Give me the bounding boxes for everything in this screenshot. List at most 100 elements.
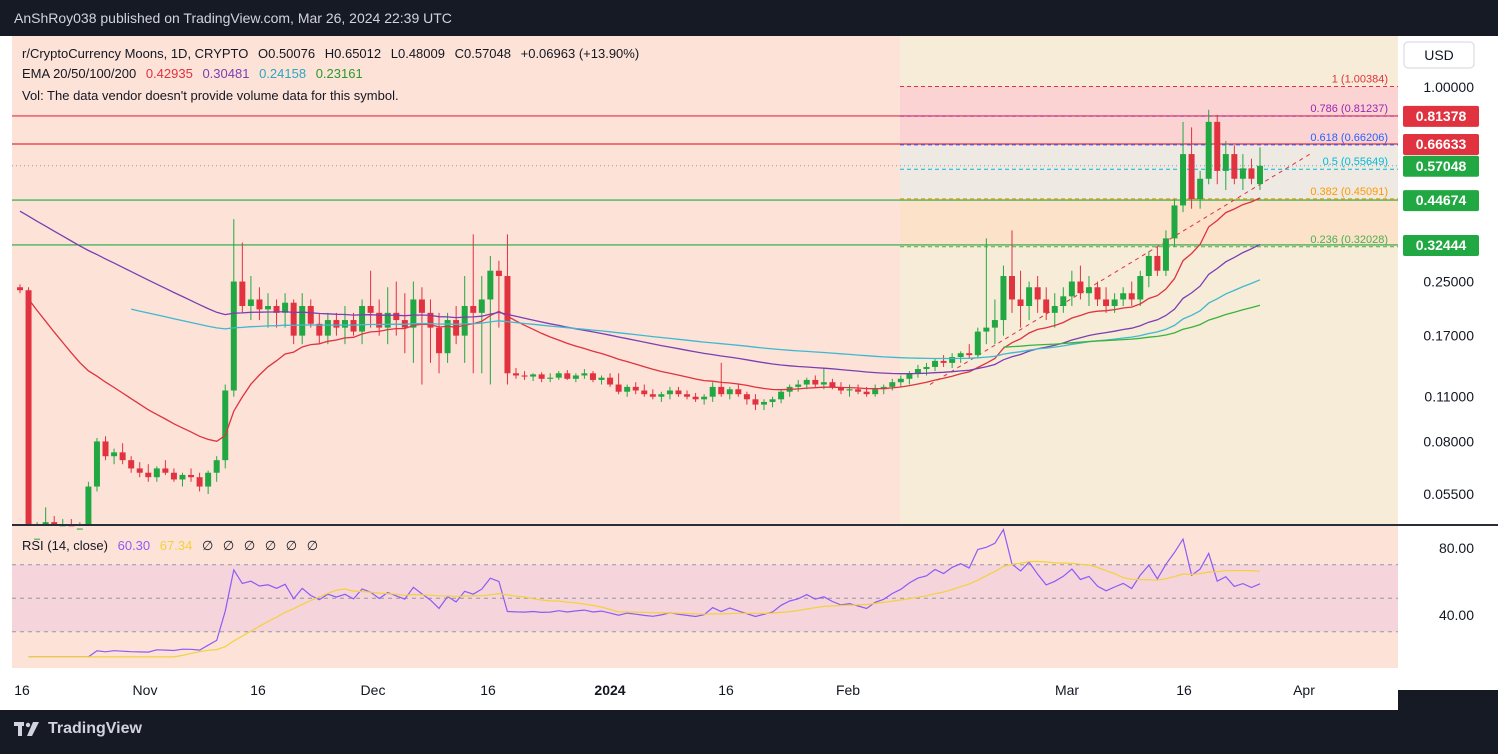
fib-level-label: 0.382 (0.45091) [1310,186,1388,198]
candle-body [247,299,254,306]
candle-body [1239,168,1246,179]
candle-body [829,382,836,387]
candle-body [1077,281,1084,294]
candle-body [615,384,622,392]
candle-body [1068,281,1075,297]
candle-body [1085,287,1092,294]
fib-level-label: 0.5 (0.55649) [1323,156,1388,168]
candle-body [906,373,913,379]
candle-body [701,396,708,400]
ema200-line [1003,304,1261,348]
ohlc-change: +0.06963 (+13.90%) [520,46,640,61]
ohlc-low: L0.48009 [390,46,445,61]
candle-body [658,394,665,397]
candle-body [1103,299,1110,306]
candle-body [153,468,160,478]
candle-body [128,460,135,469]
candle-body [427,312,434,328]
candle-body [923,366,930,370]
candle-body [1060,296,1067,306]
candle-body [51,522,58,524]
candle-body [341,320,348,328]
candle-body [1051,305,1058,313]
fib-zone-mid [900,144,1398,199]
price-badge-label: 0.32444 [1416,237,1467,253]
candle-body [572,375,579,379]
candle-body [273,305,280,313]
symbol-name[interactable]: r/CryptoCurrency Moons, 1D, CRYPTO [22,46,249,61]
ema-label[interactable]: EMA 20/50/100/200 [22,66,137,81]
rsi-extra: ∅ [222,538,235,553]
rsi-label[interactable]: RSI (14, close) [22,538,108,553]
candle-body [589,373,596,380]
ema200-value: 0.23161 [315,66,363,81]
candle-body [504,276,511,374]
candle-body [513,373,519,376]
candle-body [949,357,956,363]
volume-text: Vol: The data vendor doesn't provide vol… [22,88,399,103]
candle-body [1162,238,1169,271]
brand[interactable]: TradingView [14,720,142,738]
candle-body [1188,154,1195,200]
currency-label: USD [1424,47,1454,63]
candle-body [940,360,947,363]
ema100-value: 0.24158 [259,66,307,81]
candle-body [256,299,263,310]
time-tick-label: Dec [361,682,386,698]
candle-body [1171,205,1178,239]
fib-zone-lower [900,198,1398,247]
price-badge [1403,190,1479,212]
candle-body [538,374,545,379]
time-tick-label: Nov [133,682,158,698]
candle-body [170,472,177,480]
ema100-line [131,279,1261,360]
candle-body [436,327,443,354]
price-tick-label: 0.17000 [1423,328,1474,344]
candle-body [564,373,571,379]
candle-body [307,305,314,324]
candle-body [1026,287,1033,306]
candle-body [1231,154,1238,179]
candle-body [461,305,468,336]
candle-body [846,389,853,391]
price-badge-label: 0.44674 [1416,192,1467,208]
candle-body [1043,299,1050,313]
candle-body [316,323,323,336]
ohlc-close: C0.57048 [454,46,511,61]
price-tick-label: 0.11000 [1424,389,1474,405]
candle-body [179,474,186,480]
candle-body [872,389,879,395]
ohlc-open: O0.50076 [258,46,316,61]
ema50-line [19,210,1261,375]
candle-body [1111,299,1118,306]
candle-body [359,305,366,332]
candle-body [1248,168,1255,179]
candle-body [1197,178,1204,200]
time-tick-label: Mar [1055,682,1079,698]
candle-body [478,299,485,313]
candle-body [495,270,502,277]
candle-body [1180,154,1187,206]
fib-level-label: 0.618 (0.66206) [1310,132,1388,144]
candle-body [855,389,862,392]
price-tick-label: 1.00000 [1423,79,1474,95]
rsi-extra: ∅ [201,538,214,553]
candle-body [290,302,297,336]
candle-body [735,389,742,395]
rsi-extra: ∅ [243,538,256,553]
candle-body [230,281,237,391]
candle-body [1120,293,1127,300]
symbol-legend: r/CryptoCurrency Moons, 1D, CRYPTO O0.50… [22,46,645,61]
candle-body [145,472,152,478]
time-tick-label: Feb [836,682,860,698]
candle-body [709,386,716,397]
candle-body [418,299,425,313]
candle-body [991,320,998,328]
rsi-extra: ∅ [285,538,298,553]
rsi-ma-value: 67.34 [159,538,193,553]
candle-body [34,538,41,540]
candle-body [914,369,921,374]
candle-body [1137,276,1144,300]
candle-body [222,390,229,461]
